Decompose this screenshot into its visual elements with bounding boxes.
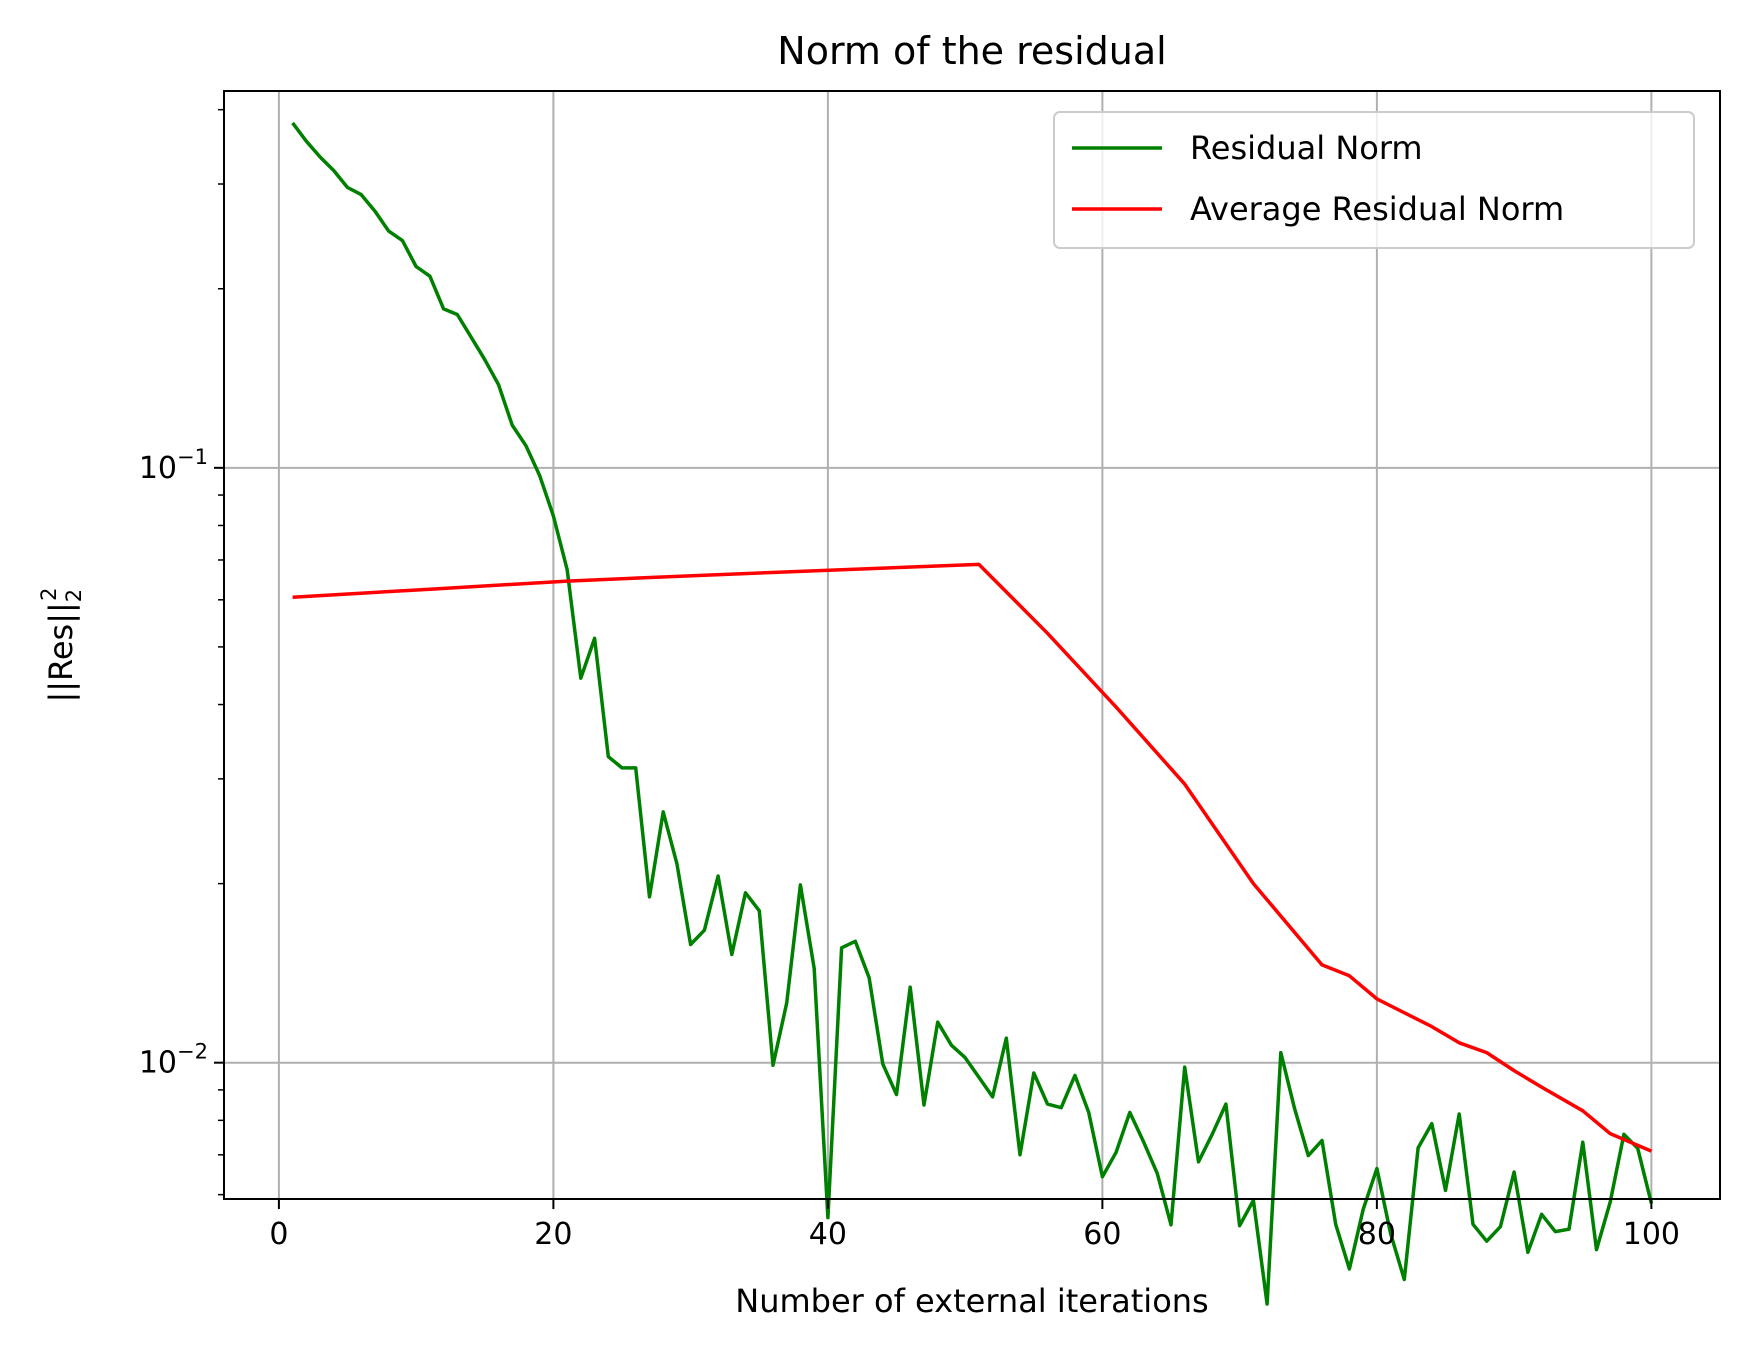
y-axis-label-sup: 2 (37, 587, 61, 600)
series-line-1 (292, 562, 1653, 1153)
x-tick-label: 100 (1623, 1217, 1680, 1252)
x-tick-label: 40 (809, 1217, 847, 1252)
x-axis-label: Number of external iterations (735, 1282, 1208, 1320)
y-tick-label: 10−1 (139, 445, 208, 486)
grid (224, 91, 1720, 1199)
x-tick-label: 60 (1083, 1217, 1121, 1252)
y-axis-label-sub: 2 (62, 589, 86, 602)
chart-title: Norm of the residual (777, 29, 1166, 73)
plot-frame (223, 90, 1721, 1200)
y-axis-label-main: ||Res|| (42, 602, 80, 702)
legend-label-0: Residual Norm (1190, 129, 1423, 167)
legend: Residual Norm Average Residual Norm (1053, 111, 1695, 249)
ticks: 0 20 40 60 80 100 10−1 10−2 (139, 108, 1680, 1252)
x-tick-label: 80 (1358, 1217, 1396, 1252)
x-tick-label: 20 (534, 1217, 572, 1252)
series-layer (291, 121, 1654, 1306)
y-axis-label: ||Res||22 (37, 587, 86, 702)
legend-box (1053, 111, 1695, 249)
x-tick-label: 0 (269, 1217, 288, 1252)
y-tick-label: 10−2 (139, 1040, 208, 1081)
series-line-0 (291, 121, 1654, 1306)
legend-label-1: Average Residual Norm (1190, 190, 1564, 228)
